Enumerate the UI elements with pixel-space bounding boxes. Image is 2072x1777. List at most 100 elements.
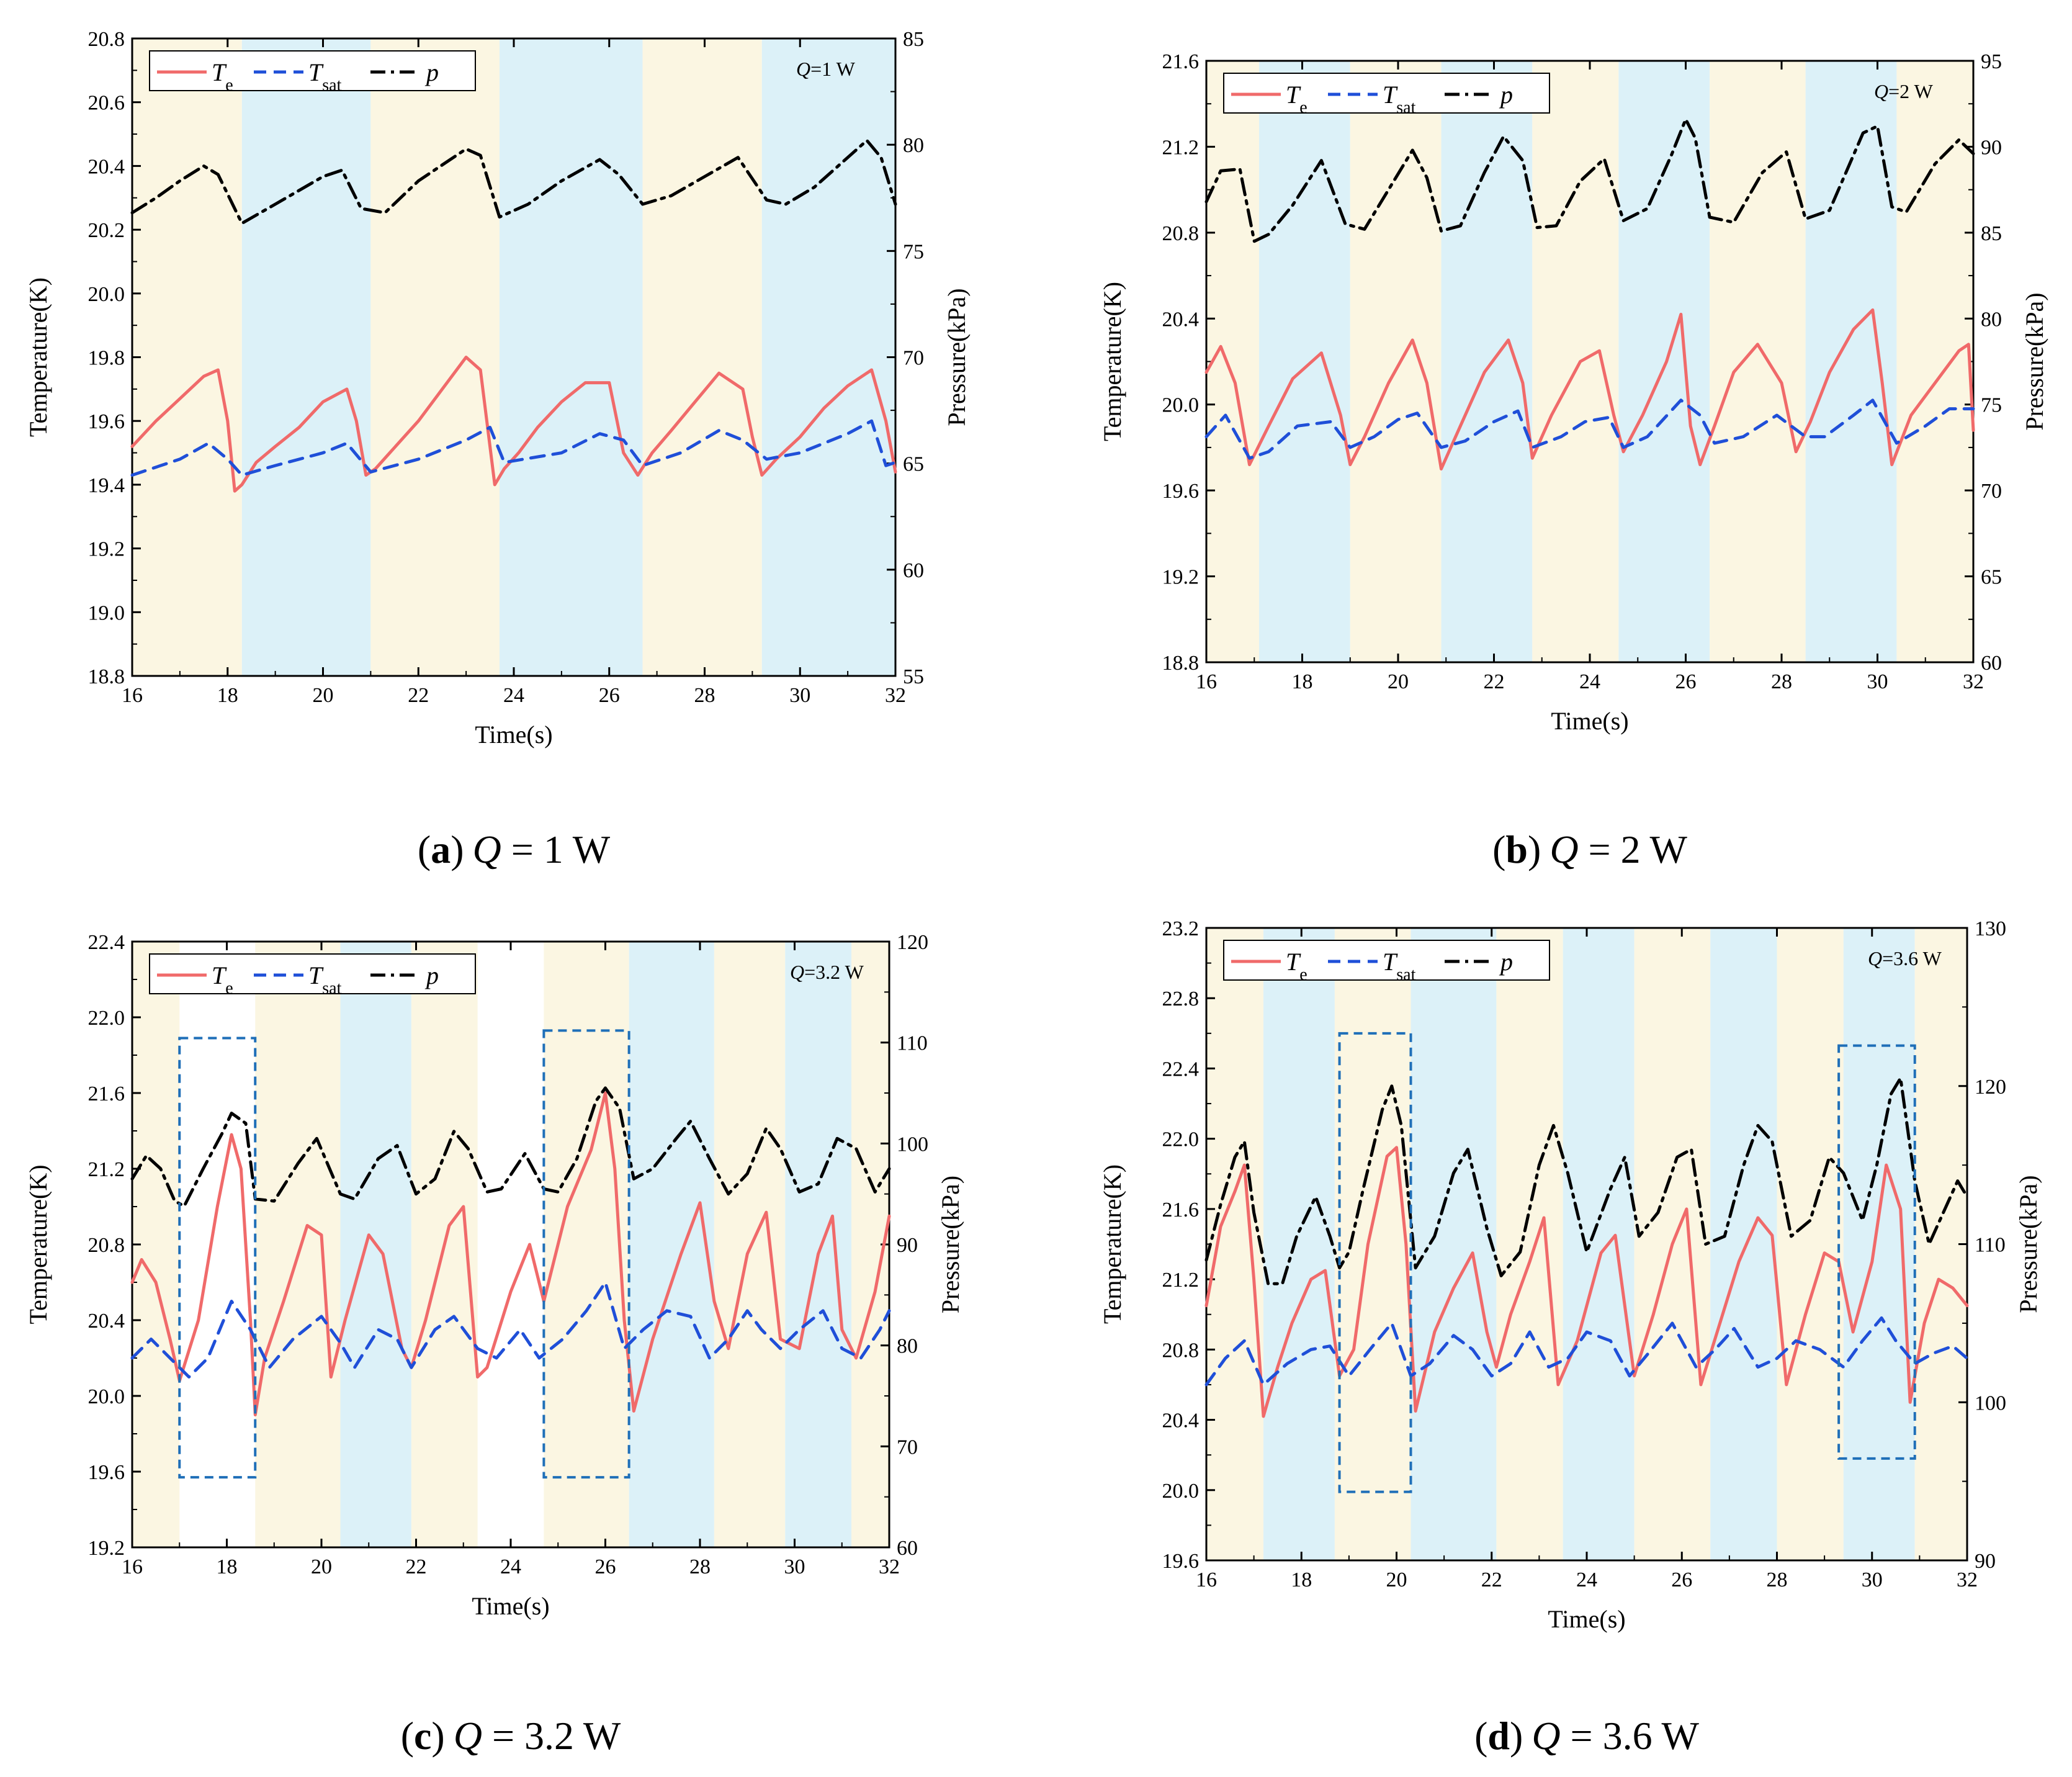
y2-tick-label: 80 bbox=[1981, 308, 2002, 331]
panel-a-caption: (a) Q = 1 W bbox=[418, 827, 611, 871]
y2-tick-label: 55 bbox=[903, 665, 924, 688]
y-tick-label: 20.0 bbox=[1162, 394, 1200, 417]
shaded-band-yellow bbox=[1710, 61, 1806, 662]
x-tick-label: 30 bbox=[789, 684, 810, 707]
series-line-tsat bbox=[130, 1280, 891, 1379]
y-tick-label: 20.0 bbox=[1162, 1480, 1200, 1503]
y2-tick-label: 75 bbox=[1981, 394, 2002, 417]
panel-c-x-axis-label: Time(s) bbox=[472, 1592, 549, 1620]
x-tick-label: 20 bbox=[1386, 1568, 1407, 1591]
panel-d-power-annotation: Q=3.6 W bbox=[1868, 947, 1942, 969]
y2-tick-label: 100 bbox=[897, 1133, 928, 1156]
y2-tick-label: 70 bbox=[903, 347, 924, 370]
panel-d-axes: 16 18 20 22 24 26 28 30 32 19.6 20.0 20.4 20.8 21.2 21… bbox=[1162, 917, 2007, 1591]
shaded-band-yellow bbox=[1350, 61, 1442, 662]
panel-d-legend: Te Tsat p bbox=[1223, 940, 1550, 984]
y-tick-label: 19.6 bbox=[1162, 1550, 1200, 1573]
panel-a-y2-axis-label: Pressure(kPa) bbox=[943, 288, 971, 426]
legend-tsat-label: Tsat bbox=[1383, 81, 1416, 117]
shaded-band-blue bbox=[241, 38, 371, 676]
x-tick-label: 20 bbox=[1388, 670, 1409, 693]
legend-tsat-label: Tsat bbox=[1383, 948, 1416, 984]
panel-d-y2-axis-label: Pressure(kPa) bbox=[2014, 1175, 2042, 1313]
y-tick-label: 21.2 bbox=[1162, 1269, 1200, 1292]
panel-c-power-annotation: Q=3.2 W bbox=[790, 961, 864, 983]
x-tick-label: 20 bbox=[313, 684, 334, 707]
y-tick-label: 21.2 bbox=[1162, 136, 1200, 159]
y-tick-label: 20.8 bbox=[88, 1234, 125, 1257]
y2-tick-label: 70 bbox=[1981, 480, 2002, 503]
x-tick-label: 28 bbox=[694, 684, 715, 707]
shaded-band-blue bbox=[1441, 61, 1533, 662]
x-tick-label: 28 bbox=[689, 1555, 711, 1578]
y2-tick-label: 65 bbox=[903, 453, 924, 476]
y-tick-label: 22.4 bbox=[88, 931, 125, 954]
y-tick-label: 22.4 bbox=[1162, 1058, 1200, 1081]
y-tick-label: 20.6 bbox=[88, 92, 125, 115]
y2-tick-label: 95 bbox=[1981, 50, 2002, 73]
shaded-band-blue bbox=[761, 38, 895, 676]
x-tick-label: 16 bbox=[122, 1555, 143, 1578]
shaded-band-blue bbox=[499, 38, 643, 676]
y2-tick-label: 110 bbox=[897, 1032, 928, 1055]
y-tick-label: 19.2 bbox=[88, 538, 125, 561]
y2-tick-label: 85 bbox=[1981, 222, 2002, 245]
legend-p-label: p bbox=[1499, 948, 1513, 976]
y2-tick-label: 75 bbox=[903, 240, 924, 263]
panel-b-series bbox=[1204, 117, 1975, 470]
shaded-band-yellow bbox=[132, 38, 242, 676]
x-tick-label: 16 bbox=[1196, 670, 1217, 693]
legend-tsat-label: Tsat bbox=[308, 58, 342, 95]
y-tick-label: 20.2 bbox=[88, 219, 125, 242]
panel-b: 16 18 20 22 24 26 28 30 32 18.8 19.2 19.6 20.0 20.4 20… bbox=[1098, 50, 2048, 871]
panel-c-axes: 16 18 20 22 24 26 28 30 32 19.2 19.6 20.0 20.4 20.8 21… bbox=[88, 931, 929, 1578]
shaded-band-blue bbox=[629, 942, 714, 1547]
panel-b-legend: Te Tsat p bbox=[1223, 73, 1550, 117]
y2-tick-label: 65 bbox=[1981, 566, 2002, 589]
panel-d-x-axis-label: Time(s) bbox=[1548, 1605, 1625, 1633]
series-line-te bbox=[130, 1091, 891, 1416]
x-tick-label: 22 bbox=[408, 684, 429, 707]
x-tick-label: 18 bbox=[217, 1555, 238, 1578]
series-line-tsat bbox=[130, 419, 897, 477]
x-tick-label: 28 bbox=[1767, 1568, 1788, 1591]
panel-d-bands bbox=[1206, 928, 1967, 1560]
y-tick-label: 21.6 bbox=[1162, 1199, 1200, 1221]
y2-tick-label: 60 bbox=[897, 1537, 918, 1560]
panel-b-y-axis-label: Temperature(K) bbox=[1098, 282, 1126, 441]
shaded-band-yellow bbox=[1496, 928, 1563, 1560]
y-tick-label: 19.0 bbox=[88, 601, 125, 624]
y2-tick-label: 60 bbox=[1981, 652, 2002, 675]
shaded-band-yellow bbox=[714, 942, 786, 1547]
panel-c-series bbox=[130, 1086, 891, 1416]
highlight-box bbox=[1338, 1032, 1412, 1493]
shaded-band-yellow bbox=[255, 942, 341, 1547]
y-tick-label: 20.4 bbox=[1162, 308, 1200, 331]
x-tick-label: 32 bbox=[879, 1555, 900, 1578]
y2-tick-label: 120 bbox=[1975, 1076, 2006, 1099]
x-tick-label: 18 bbox=[217, 684, 238, 707]
y2-tick-label: 80 bbox=[897, 1335, 918, 1358]
shaded-band-yellow bbox=[370, 38, 500, 676]
x-tick-label: 18 bbox=[1291, 1568, 1312, 1591]
panel-c-legend: Te Tsat p bbox=[149, 953, 476, 998]
y-tick-label: 20.4 bbox=[88, 1310, 125, 1333]
shaded-band-blue bbox=[1710, 928, 1777, 1560]
panel-b-axes: 16 18 20 22 24 26 28 30 32 18.8 19.2 19.6 20.0 20.4 20… bbox=[1162, 50, 2002, 693]
panel-b-caption: (b) Q = 2 W bbox=[1492, 827, 1687, 871]
y-tick-label: 21.6 bbox=[88, 1082, 125, 1105]
x-tick-label: 26 bbox=[1675, 670, 1697, 693]
panel-b-bands bbox=[1206, 61, 1973, 662]
x-tick-label: 30 bbox=[1862, 1568, 1883, 1591]
panel-a-bands bbox=[132, 38, 895, 676]
highlight-box bbox=[1837, 1044, 1916, 1460]
series-line-p bbox=[1204, 117, 1975, 243]
panel-b-power-annotation: Q=2 W bbox=[1874, 80, 1934, 102]
y-tick-label: 20.8 bbox=[1162, 222, 1200, 245]
y-tick-label: 18.8 bbox=[88, 665, 125, 688]
series-line-p bbox=[130, 1086, 891, 1208]
series-line-te bbox=[1204, 308, 1975, 470]
series-line-p bbox=[1204, 1076, 1969, 1285]
y-tick-label: 19.8 bbox=[88, 347, 125, 370]
